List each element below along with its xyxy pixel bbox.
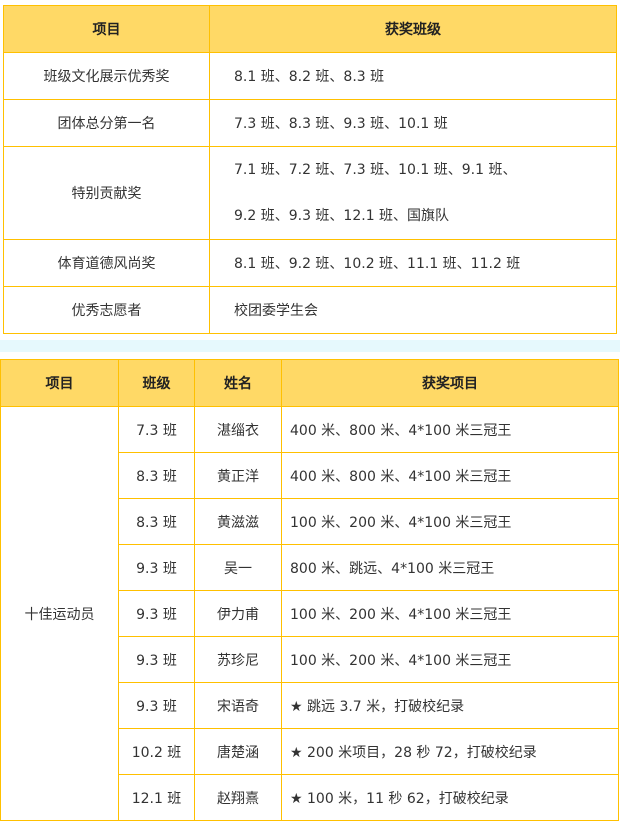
table-row: 9.3 班苏珍尼 100 米、200 米、4*100 米三冠王 xyxy=(1,636,619,683)
table-row: 12.1 班赵翔熹 ★ 100 米，11 秒 62，打破校纪录 xyxy=(1,774,619,821)
header-row: 项目 班级 姓名 获奖项目 xyxy=(0,359,619,407)
name-cell: 赵翔熹 xyxy=(194,774,282,821)
award-classes-line: 7.1 班、7.2 班、7.3 班、10.1 班、9.1 班、 xyxy=(234,162,517,178)
header-item: 项目 xyxy=(0,359,119,407)
class-cell: 7.3 班 xyxy=(118,406,195,453)
award-classes: 校团委学生会 xyxy=(209,286,617,334)
header-award: 获奖项目 xyxy=(281,359,619,407)
class-awards-table: 项目 获奖班级 班级文化展示优秀奖 8.1 班、8.2 班、8.3 班 团体总分… xyxy=(3,5,617,334)
award-classes-line: 9.2 班、9.3 班、12.1 班、国旗队 xyxy=(234,208,450,224)
name-cell: 湛缁衣 xyxy=(194,406,282,453)
name-cell: 黄滋滋 xyxy=(194,498,282,545)
table-row: 8.3 班黄滋滋 100 米、200 米、4*100 米三冠王 xyxy=(1,498,619,545)
name-cell: 吴一 xyxy=(194,544,282,591)
table-row: 9.3 班伊力甫 100 米、200 米、4*100 米三冠王 xyxy=(1,590,619,637)
award-cell: 400 米、800 米、4*100 米三冠王 xyxy=(281,452,619,499)
table-row: 10.2 班唐楚涵 ★ 200 米项目，28 秒 72，打破校纪录 xyxy=(1,728,619,775)
award-cell: ★ 100 米，11 秒 62，打破校纪录 xyxy=(281,774,619,821)
award-cell: 100 米、200 米、4*100 米三冠王 xyxy=(281,636,619,683)
name-cell: 伊力甫 xyxy=(194,590,282,637)
class-cell: 9.3 班 xyxy=(118,544,195,591)
header-name: 姓名 xyxy=(194,359,282,407)
header-classes: 获奖班级 xyxy=(209,5,617,53)
class-cell: 10.2 班 xyxy=(118,728,195,775)
class-cell: 8.3 班 xyxy=(118,452,195,499)
header-row: 项目 获奖班级 xyxy=(3,5,617,53)
table-row: 8.3 班黄正洋 400 米、800 米、4*100 米三冠王 xyxy=(1,452,619,499)
header-class: 班级 xyxy=(118,359,195,407)
table-row: 特别贡献奖 7.1 班、7.2 班、7.3 班、10.1 班、9.1 班、 9.2… xyxy=(3,146,617,240)
award-item: 优秀志愿者 xyxy=(3,286,210,334)
award-classes: 8.1 班、8.2 班、8.3 班 xyxy=(209,52,617,100)
class-cell: 9.3 班 xyxy=(118,590,195,637)
category-cell: 十佳运动员 xyxy=(0,406,119,821)
header-item: 项目 xyxy=(3,5,210,53)
award-cell: 800 米、跳远、4*100 米三冠王 xyxy=(281,544,619,591)
award-classes: 8.1 班、9.2 班、10.2 班、11.1 班、11.2 班 xyxy=(209,239,617,287)
award-item: 团体总分第一名 xyxy=(3,99,210,147)
name-cell: 宋语奇 xyxy=(194,682,282,729)
table-row: 9.3 班吴一 800 米、跳远、4*100 米三冠王 xyxy=(1,544,619,591)
name-cell: 唐楚涵 xyxy=(194,728,282,775)
award-item: 班级文化展示优秀奖 xyxy=(3,52,210,100)
table-row: 班级文化展示优秀奖 8.1 班、8.2 班、8.3 班 xyxy=(3,52,617,100)
class-cell: 12.1 班 xyxy=(118,774,195,821)
award-classes: 7.3 班、8.3 班、9.3 班、10.1 班 xyxy=(209,99,617,147)
award-cell: 400 米、800 米、4*100 米三冠王 xyxy=(281,406,619,453)
table-row: 团体总分第一名 7.3 班、8.3 班、9.3 班、10.1 班 xyxy=(3,99,617,147)
table-row: 优秀志愿者 校团委学生会 xyxy=(3,286,617,334)
class-cell: 9.3 班 xyxy=(118,682,195,729)
separator-band xyxy=(0,340,620,352)
top-athletes-table: 项目 班级 姓名 获奖项目 十佳运动员 7.3 班湛缁衣 400 米、800 米、4… xyxy=(0,359,619,821)
award-cell: 100 米、200 米、4*100 米三冠王 xyxy=(281,498,619,545)
award-item: 特别贡献奖 xyxy=(3,146,210,240)
award-cell: ★ 200 米项目，28 秒 72，打破校纪录 xyxy=(281,728,619,775)
award-item: 体育道德风尚奖 xyxy=(3,239,210,287)
award-classes: 7.1 班、7.2 班、7.3 班、10.1 班、9.1 班、 9.2 班、9.3… xyxy=(209,146,617,240)
class-cell: 8.3 班 xyxy=(118,498,195,545)
table-row: 体育道德风尚奖 8.1 班、9.2 班、10.2 班、11.1 班、11.2 班 xyxy=(3,239,617,287)
award-cell: ★ 跳远 3.7 米，打破校纪录 xyxy=(281,682,619,729)
award-cell: 100 米、200 米、4*100 米三冠王 xyxy=(281,590,619,637)
name-cell: 苏珍尼 xyxy=(194,636,282,683)
class-cell: 9.3 班 xyxy=(118,636,195,683)
table-row: 十佳运动员 7.3 班湛缁衣 400 米、800 米、4*100 米三冠王 xyxy=(0,406,619,821)
name-cell: 黄正洋 xyxy=(194,452,282,499)
